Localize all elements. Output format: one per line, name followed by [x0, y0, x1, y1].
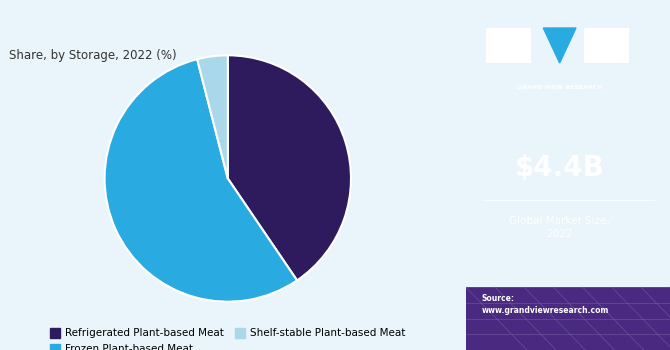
Text: Source:
www.grandviewresearch.com: Source: www.grandviewresearch.com — [482, 294, 610, 315]
FancyBboxPatch shape — [466, 287, 670, 350]
Text: $4.4B: $4.4B — [515, 154, 604, 182]
Legend: Refrigerated Plant-based Meat, Frozen Plant-based Meat, Shelf-stable Plant-based: Refrigerated Plant-based Meat, Frozen Pl… — [46, 324, 410, 350]
Text: GRAND VIEW RESEARCH: GRAND VIEW RESEARCH — [517, 85, 602, 90]
Text: Share, by Storage, 2022 (%): Share, by Storage, 2022 (%) — [9, 49, 176, 63]
Wedge shape — [197, 55, 228, 178]
Text: Global Market Size,
2022: Global Market Size, 2022 — [509, 216, 610, 239]
Wedge shape — [228, 55, 351, 280]
FancyBboxPatch shape — [584, 28, 629, 63]
FancyBboxPatch shape — [486, 28, 531, 63]
Wedge shape — [105, 59, 297, 302]
Polygon shape — [543, 28, 576, 63]
